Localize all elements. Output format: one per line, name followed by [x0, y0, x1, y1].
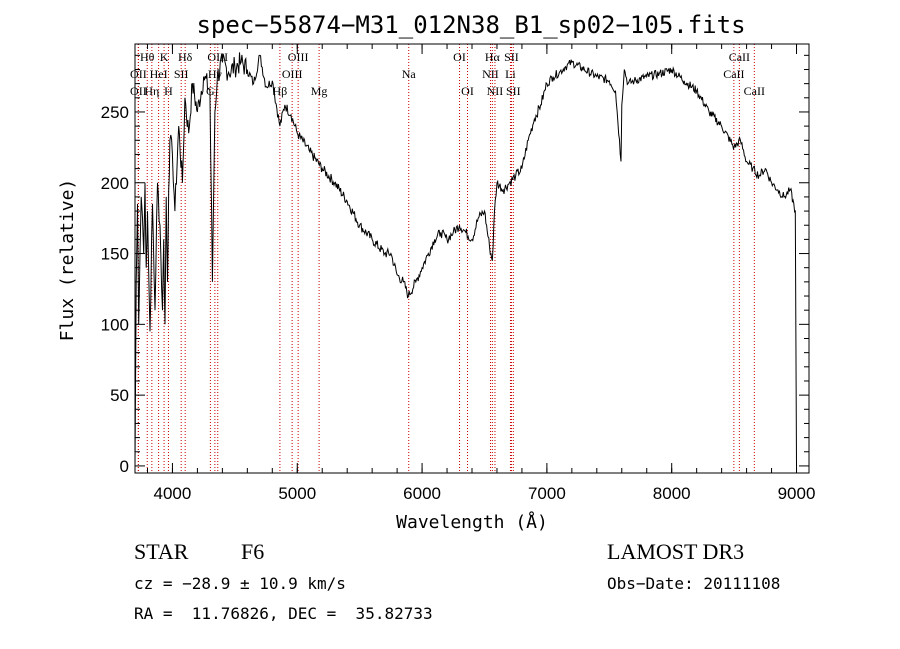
line-label-14: Hβ [273, 84, 288, 98]
x-tick-label: 8000 [653, 484, 691, 503]
line-label-3: Hη [144, 84, 159, 98]
redshift-velocity: cz = −28.9 ± 10.9 km/s [134, 574, 346, 593]
line-label-18: OI [461, 84, 474, 98]
y-tick-label: 100 [101, 315, 129, 334]
line-label-24: SII [506, 84, 521, 98]
line-label-1: OII [130, 67, 147, 81]
line-label-8: Hδ [178, 50, 193, 64]
line-label-19: Hα [485, 50, 501, 64]
x-tick-label: 4000 [154, 484, 192, 503]
y-axis-label: Flux (relative) [57, 179, 78, 342]
line-label-0: Hθ [140, 50, 155, 64]
chart-title: spec−55874−M31_012N38_B1_sp02−105.fits [196, 11, 745, 39]
y-tick-label: 250 [101, 103, 129, 122]
line-label-17: OI [453, 50, 466, 64]
line-label-10: Hγ [208, 67, 223, 81]
line-label-6: SII [174, 67, 189, 81]
line-label-21: NII [482, 67, 499, 81]
sky-coordinates: RA = 11.76826, DEC = 35.82733 [134, 604, 433, 623]
observation-date: Obs−Date: 20111108 [607, 574, 781, 593]
line-label-7: H [164, 84, 173, 98]
line-label-22: Li [505, 67, 516, 81]
line-label-23: NII [487, 84, 504, 98]
survey-name: LAMOST DR3 [607, 539, 745, 564]
y-tick-label: 150 [101, 245, 129, 264]
x-tick-label: 5000 [278, 484, 316, 503]
line-label-27: CaII [744, 84, 765, 98]
line-label-12: OIII [288, 50, 309, 64]
spectral-subclass: F6 [241, 539, 265, 564]
line-label-16: Na [402, 67, 417, 81]
spectral-line-markers [137, 44, 755, 473]
line-label-13: OIII [282, 67, 303, 81]
x-tick-label: 6000 [403, 484, 441, 503]
y-tick-label: 50 [110, 386, 129, 405]
x-axis-label: Wavelength (Å) [396, 511, 548, 533]
line-label-11: G [206, 84, 215, 98]
y-axis-ticks: 0 50 100 150 200 250 [101, 54, 809, 476]
x-axis-ticks: 4000 5000 6000 7000 8000 9000 [146, 44, 816, 503]
line-label-5: HeI [150, 67, 168, 81]
flux-series-line [134, 52, 797, 466]
x-tick-label: 9000 [778, 484, 816, 503]
line-label-20: SII [504, 50, 519, 64]
line-label-25: CaII [729, 50, 750, 64]
line-label-4: K [160, 50, 169, 64]
line-label-26: CaII [723, 67, 744, 81]
x-tick-label: 7000 [528, 484, 566, 503]
y-tick-label: 0 [120, 457, 129, 476]
line-label-2: OII [130, 84, 147, 98]
line-label-15: Mg [311, 84, 328, 98]
object-class: STAR [134, 539, 189, 564]
y-tick-label: 200 [101, 174, 129, 193]
